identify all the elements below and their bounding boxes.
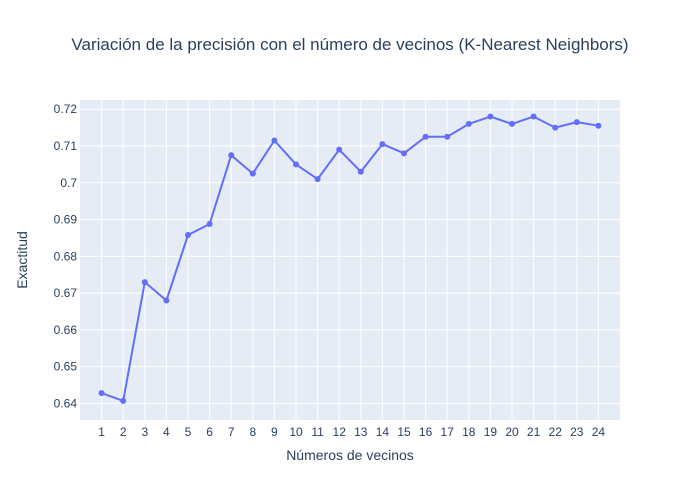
y-tick-label: 0.7 xyxy=(60,176,77,190)
data-point xyxy=(249,170,256,177)
x-tick-label: 6 xyxy=(206,425,213,439)
x-axis-title: Números de vecinos xyxy=(286,447,414,463)
x-tick-label: 23 xyxy=(570,425,584,439)
y-tick-label: 0.72 xyxy=(54,102,78,116)
data-point xyxy=(552,124,559,131)
x-tick-label: 7 xyxy=(228,425,235,439)
grid-lines xyxy=(80,100,620,420)
y-tick-label: 0.71 xyxy=(54,139,78,153)
x-tick-label: 11 xyxy=(311,425,324,439)
data-point xyxy=(185,231,191,238)
x-tick-label: 19 xyxy=(484,425,498,439)
x-tick-label: 21 xyxy=(527,425,541,439)
data-point xyxy=(271,137,278,144)
series-line xyxy=(101,115,599,402)
x-tick-label: 1 xyxy=(98,425,105,439)
x-tick-label: 2 xyxy=(120,425,127,439)
data-point xyxy=(228,152,235,159)
x-tick-label: 9 xyxy=(271,425,278,439)
y-tick-label: 0.68 xyxy=(54,249,78,263)
data-point xyxy=(163,297,170,304)
x-tick-label: 14 xyxy=(376,425,390,439)
y-tick-label: 0.64 xyxy=(54,396,78,410)
data-point xyxy=(595,122,602,129)
x-tick-label: 4 xyxy=(163,425,170,439)
data-point xyxy=(530,113,537,120)
x-tick-label: 18 xyxy=(462,425,476,439)
data-point xyxy=(465,120,472,127)
x-tick-label: 17 xyxy=(441,425,455,439)
data-point xyxy=(379,141,386,148)
x-tick-label: 5 xyxy=(185,425,192,439)
axis-ticks: 1 2 3 4 5 6 7 8 9 10 11 12 13 14 15 16 17 18 19 20 21 22 23 240… xyxy=(54,102,606,439)
data-point xyxy=(487,113,494,120)
x-tick-label: 24 xyxy=(592,425,606,439)
data-point xyxy=(293,161,299,168)
x-tick-label: 13 xyxy=(354,425,368,439)
data-point xyxy=(401,150,407,157)
data-point xyxy=(444,133,451,140)
y-tick-label: 0.65 xyxy=(54,360,78,374)
data-point xyxy=(120,397,127,404)
y-tick-label: 0.69 xyxy=(54,213,78,227)
chart-title: Variación de la precisión con el número … xyxy=(71,35,628,54)
x-tick-label: 8 xyxy=(249,425,256,439)
data-point xyxy=(357,168,364,175)
x-tick-label: 15 xyxy=(397,425,411,439)
x-tick-label: 10 xyxy=(289,425,303,439)
data-point xyxy=(336,146,343,153)
data-point xyxy=(314,176,321,183)
x-tick-label: 16 xyxy=(419,425,433,439)
x-tick-label: 12 xyxy=(333,425,347,439)
data-markers xyxy=(98,113,602,404)
data-point xyxy=(206,220,213,227)
data-point xyxy=(573,119,580,126)
y-tick-label: 0.67 xyxy=(54,286,78,300)
x-tick-label: 20 xyxy=(505,425,519,439)
data-point xyxy=(422,133,429,140)
data-point xyxy=(509,120,515,127)
x-tick-label: 22 xyxy=(549,425,563,439)
y-axis-title: Exactitud xyxy=(14,231,30,289)
x-tick-label: 3 xyxy=(141,425,148,439)
y-tick-label: 0.66 xyxy=(54,323,78,337)
plot-area xyxy=(80,100,620,420)
data-point xyxy=(98,390,105,397)
data-point xyxy=(141,279,148,286)
